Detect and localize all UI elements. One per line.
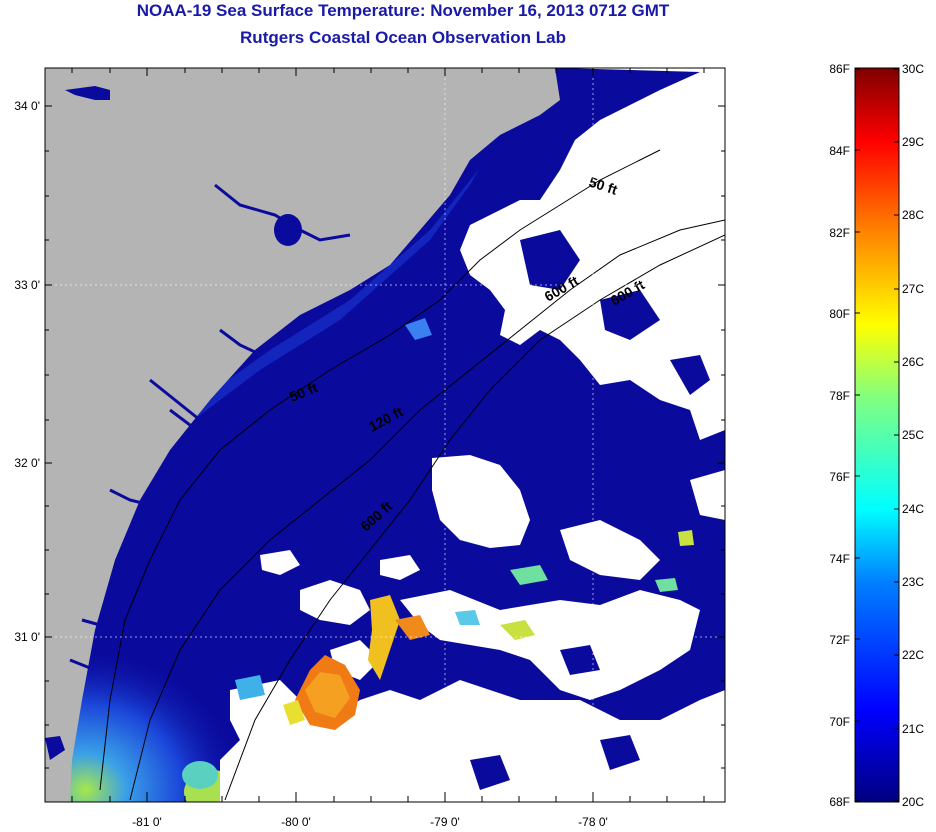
colorbar-f-ticks [855, 68, 860, 802]
cb-f-84: 84F [829, 144, 850, 158]
cb-c-29: 29C [902, 135, 924, 149]
map-panel: 50 ft 50 ft 120 ft 600 ft 600 ft 600 ft [45, 68, 725, 802]
lat-label-33: 33 0' [14, 278, 40, 292]
cb-c-24: 24C [902, 502, 924, 516]
cb-c-25: 25C [902, 428, 924, 442]
cb-f-68: 68F [829, 795, 850, 809]
cb-f-82: 82F [829, 226, 850, 240]
cloud-gaps [470, 230, 710, 790]
colorbar-c-labels: 30C 29C 28C 27C 26C 25C 24C 23C 22C 21C … [902, 62, 924, 809]
lon-label-81: -81 0' [132, 815, 162, 829]
warm-water-patches [235, 318, 694, 730]
map-title: NOAA-19 Sea Surface Temperature: Novembe… [136, 1, 670, 20]
lon-ticks [71, 68, 705, 802]
lake-north [65, 86, 110, 100]
lat-label-34: 34 0' [14, 99, 40, 113]
bathymetry-contours [99, 149, 725, 801]
cb-f-76: 76F [829, 470, 850, 484]
colorbar-c-ticks [894, 68, 899, 802]
lat-label-32: 32 0' [14, 456, 40, 470]
cb-c-22: 22C [902, 648, 924, 662]
map-frame [44, 67, 726, 803]
lon-label-78: -78 0' [578, 815, 608, 829]
map-subtitle: Rutgers Coastal Ocean Observation Lab [240, 28, 566, 47]
cb-f-78: 78F [829, 389, 850, 403]
cb-f-72: 72F [829, 633, 850, 647]
colorbar-scale [854, 67, 900, 803]
lon-label-79: -79 0' [430, 815, 460, 829]
colorbar-f-labels: 86F 84F 82F 80F 78F 76F 74F 72F 70F 68F [829, 62, 850, 809]
graticule [45, 68, 725, 802]
land-mass [45, 68, 560, 802]
cb-c-20: 20C [902, 795, 924, 809]
cb-f-80: 80F [829, 307, 850, 321]
lon-label-group: -81 0' -80 0' -79 0' -78 0' [132, 815, 608, 829]
cb-f-70: 70F [829, 715, 850, 729]
cb-c-30: 30C [902, 62, 924, 76]
cb-c-26: 26C [902, 355, 924, 369]
lat-ticks [45, 105, 725, 769]
lat-label-31: 31 0' [14, 630, 40, 644]
cb-f-86: 86F [829, 62, 850, 76]
lake-marion [274, 214, 302, 246]
cb-c-21: 21C [902, 722, 924, 736]
colorbar: 86F 84F 82F 80F 78F 76F 74F 72F 70F 68F … [829, 62, 924, 809]
cb-c-28: 28C [902, 208, 924, 222]
lat-label-group: 34 0' 33 0' 32 0' 31 0' [14, 99, 40, 644]
cb-f-74: 74F [829, 552, 850, 566]
cb-c-27: 27C [902, 282, 924, 296]
lon-label-80: -80 0' [281, 815, 311, 829]
cb-c-23: 23C [902, 575, 924, 589]
